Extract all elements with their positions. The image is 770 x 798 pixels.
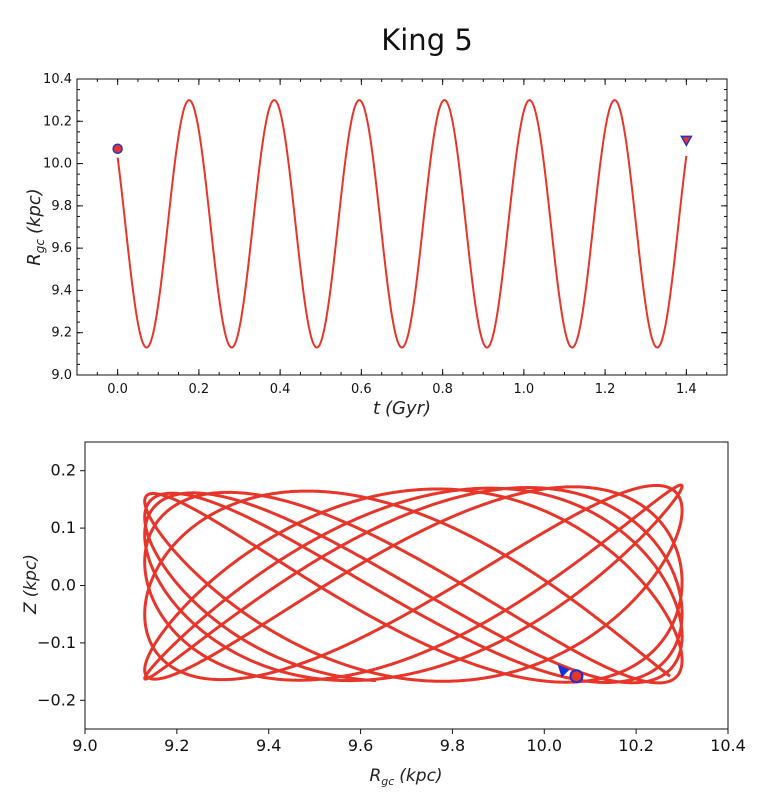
top-panel-r-vs-t: 0.0 0.2 0.4 0.6 0.8 1.0 1.2 1.4 9.0 9.2 9.4 9.6 9.8 1… — [24, 72, 728, 419]
bottom-x-tick-label: 9.2 — [164, 736, 189, 755]
bottom-x-tick-label: 10.0 — [526, 736, 562, 755]
bottom-orbit-line — [143, 483, 684, 685]
top-y-tick-label: 9.6 — [51, 241, 72, 256]
bottom-y-tick-label: −0.1 — [37, 633, 76, 652]
top-x-tick-label: 0.0 — [107, 382, 128, 397]
bottom-x-tick-label: 9.4 — [256, 736, 281, 755]
top-start-marker — [112, 143, 123, 155]
bottom-panel-frame — [84, 441, 729, 730]
top-y-tick-label: 9.0 — [51, 368, 72, 383]
top-x-tick-label: 1.2 — [595, 382, 616, 397]
top-x-tick-label: 0.8 — [432, 382, 453, 397]
bottom-y-axis-label: Z(kpc) — [21, 554, 41, 615]
top-y-tick-label: 9.2 — [51, 326, 72, 341]
bottom-y-tick-label: 0.0 — [51, 576, 76, 595]
bottom-x-tick-label: 10.4 — [710, 736, 746, 755]
top-x-tick-label: 0.4 — [270, 382, 291, 397]
bottom-y-tick-label: 0.1 — [51, 518, 76, 537]
top-x-tick-label: 1.4 — [676, 382, 697, 397]
top-y-tick-label: 10.2 — [43, 114, 72, 129]
top-y-tick-label: 10.0 — [43, 157, 72, 172]
top-y-tick-label: 9.8 — [51, 199, 72, 214]
top-x-tick-label: 0.6 — [351, 382, 372, 397]
top-y-tick-label: 10.4 — [43, 72, 72, 87]
bottom-x-tick-label: 9.6 — [348, 736, 373, 755]
top-end-marker — [680, 135, 693, 147]
bottom-x-tick-label: 9.8 — [440, 736, 465, 755]
bottom-panel-z-vs-r: 9.0 9.2 9.4 9.6 9.8 10.0 10.2 10.4 −0.2 −0.1 0.0 0.… — [21, 441, 746, 788]
figure-title: King 5 — [381, 23, 473, 57]
top-panel-frame — [76, 78, 728, 376]
bottom-x-tick-label: 9.0 — [72, 736, 97, 755]
bottom-end-marker — [557, 664, 570, 678]
bottom-y-tick-label: 0.2 — [51, 461, 76, 480]
bottom-x-tick-label: 10.2 — [618, 736, 654, 755]
top-x-tick-label: 1.0 — [514, 382, 535, 397]
top-y-tick-label: 9.4 — [51, 283, 72, 298]
top-x-axis-label: t (Gyr) — [373, 398, 431, 419]
bottom-y-tick-label: −0.2 — [37, 690, 76, 709]
top-x-tick-label: 0.2 — [189, 382, 210, 397]
top-orbit-line — [116, 99, 688, 349]
top-y-axis-label: Rgc(kpc) — [24, 188, 47, 266]
bottom-start-marker — [569, 669, 584, 684]
bottom-x-axis-label: Rgc (kpc) — [369, 766, 442, 788]
